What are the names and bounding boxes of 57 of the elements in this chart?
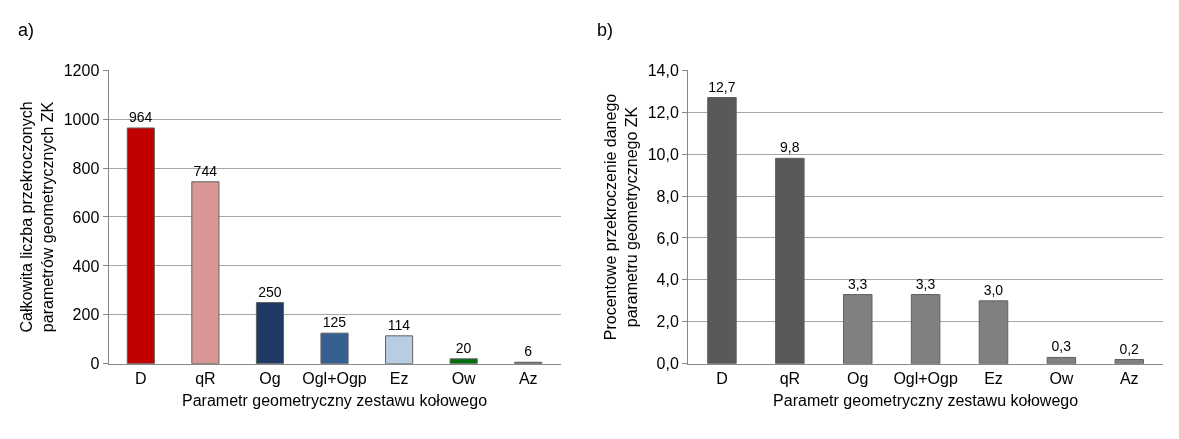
x-tick-label: D [716,369,728,387]
x-tick-label: Ez [984,369,1003,387]
chart-title: a) [18,20,35,40]
y-tick-label: 12,0 [647,103,679,121]
y-tick-label: 1000 [63,110,100,128]
y-tick-label: 2,0 [656,313,679,331]
data-label: 9,8 [780,139,800,156]
data-label: 250 [258,283,282,300]
bar [385,335,414,364]
x-tick-label: Ez [389,369,409,387]
y-tick-label: 0,0 [656,355,679,373]
y-tick-label: 14,0 [647,61,679,79]
x-tick-label: Ow [451,369,477,387]
x-tick-label: qR [195,369,216,387]
y-axis-title: Procentowe przekroczenie danego parametru geometrycznego ZK [601,93,640,341]
x-tick-label: Og [259,369,281,387]
data-label: 3,3 [847,275,868,292]
bar [775,157,805,364]
x-tick-label: qR [779,369,801,387]
data-label: 0,2 [1119,340,1140,357]
data-label: 114 [387,316,411,333]
data-label: 125 [322,314,347,331]
data-label: 3,0 [983,281,1004,298]
x-tick-label: Az [1119,369,1139,387]
x-tick-label: Ogl+Ogp [893,369,958,387]
bar [191,181,220,364]
x-axis-title: Parametr geometryczny zestawu kołowego [182,391,488,409]
bar [255,302,284,364]
y-axis-title: Całkowita liczba przekroczonych parametrów geometrycznych ZK [17,101,56,333]
data-label: 12,7 [708,78,736,95]
y-tick-label: 800 [72,159,100,177]
x-tick-label: D [135,369,147,387]
bar [449,358,478,364]
y-tick-label: 4,0 [656,271,679,289]
bar [707,97,737,364]
chart-title: b) [597,20,614,40]
y-tick-label: 10,0 [647,145,679,163]
x-tick-label: Az [518,369,538,387]
y-tick-label: 0 [90,355,100,373]
data-label: 964 [129,108,153,125]
y-tick-label: 400 [72,257,100,275]
x-axis-title: Parametr geometryczny zestawu kołowego [773,391,1079,409]
data-label: 0,3 [1051,338,1072,355]
x-tick-label: Ogl+Ogp [302,369,367,387]
data-label: 20 [455,339,472,356]
data-label: 744 [193,162,218,179]
y-tick-label: 600 [72,208,100,226]
x-tick-label: Ow [1049,369,1074,387]
y-tick-label: 6,0 [656,229,679,247]
y-tick-label: 200 [72,306,100,324]
y-tick-label: 8,0 [656,187,679,205]
bar [126,127,155,364]
x-tick-label: Og [847,369,869,387]
bar [320,332,349,364]
data-label: 6 [524,343,533,360]
y-tick-label: 1200 [63,61,100,79]
data-label: 3,3 [915,275,936,292]
